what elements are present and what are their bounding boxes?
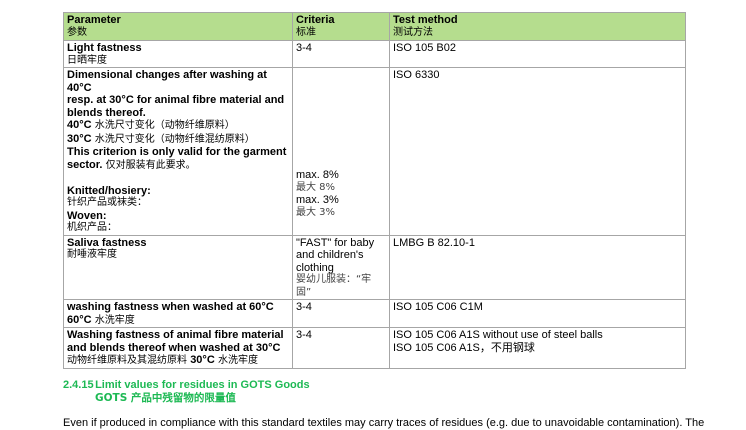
- zh-text: 水洗尺寸变化（动物纤维原料）: [91, 120, 235, 131]
- header-parameter: Parameter 参数: [63, 12, 293, 41]
- param-line: resp. at 30°C for animal fibre material …: [67, 94, 285, 106]
- header-zh: 标准: [296, 26, 316, 38]
- header-zh: 参数: [67, 26, 87, 38]
- criteria-table: Parameter 参数 Criteria 标准 Test method 测试方法 L…: [63, 12, 686, 369]
- criteria-line: max. 3%: [296, 194, 339, 206]
- temp: 40°C: [67, 119, 92, 131]
- section-number: 2.4.15: [63, 378, 94, 391]
- temp: 60°C: [67, 313, 92, 326]
- method-cell: LMBG B 82.10-1: [389, 234, 686, 300]
- table-row: Dimensional changes after washing at 40°…: [63, 67, 686, 236]
- section-title: Limit values for residues in GOTS Goods: [95, 378, 310, 391]
- param-zh-line: 40°C 水洗尺寸变化（动物纤维原料）: [67, 119, 289, 133]
- criteria-line: max. 8%: [296, 169, 339, 181]
- header-zh: 测试方法: [393, 26, 433, 38]
- table-row: Washing fastness of animal fibre materia…: [63, 327, 686, 369]
- param-zh: 动物纤维原料及其混纺原料: [67, 355, 191, 366]
- param-en: and blends thereof when washed at 30°C: [67, 341, 281, 354]
- parameter-cell: washing fastness when washed at 60°C 60°C…: [63, 299, 293, 328]
- parameter-cell: Washing fastness of animal fibre materia…: [63, 327, 293, 369]
- criteria-line: 婴幼儿服装：“牢: [296, 274, 372, 285]
- param-zh: 水洗牢度: [214, 355, 258, 366]
- method-cell: ISO 105 B02: [389, 40, 686, 68]
- criteria-cell: 3-4: [292, 40, 390, 68]
- knitted-label: Knitted/hosiery:: [67, 184, 151, 197]
- method-line: ISO 105 C06 A1S，不用钢球: [393, 341, 535, 354]
- temp: 30°C: [190, 354, 215, 366]
- param-en: Saliva fastness: [67, 236, 147, 249]
- zh-text: 水洗尺寸变化（动物纤维混纺原料）: [91, 133, 255, 145]
- header-en: Parameter: [67, 14, 121, 26]
- header-test-method: Test method 测试方法: [389, 12, 686, 41]
- method-cell: ISO 105 C06 A1S without use of steel bal…: [389, 327, 686, 369]
- param-zh: 耐唾液牢度: [67, 249, 117, 260]
- criteria-cell: "FAST" for baby and children's clothing …: [292, 234, 390, 300]
- param-line: Dimensional changes after washing at 40°…: [67, 69, 267, 94]
- param-zh: 水洗牢度: [91, 314, 135, 326]
- table-header-row: Parameter 参数 Criteria 标准 Test method 测试方法: [63, 12, 686, 41]
- param-en: Light fastness: [67, 42, 142, 54]
- note-line: This criterion is only valid for the gar…: [67, 146, 287, 158]
- param-line: blends thereof.: [67, 106, 146, 119]
- table-row: washing fastness when washed at 60°C 60°C…: [63, 299, 686, 328]
- criteria-line: clothing: [296, 261, 334, 274]
- param-zh: 日晒牢度: [67, 54, 107, 66]
- param-en: Washing fastness of animal fibre materia…: [67, 329, 284, 341]
- parameter-cell: Saliva fastness 耐唾液牢度: [63, 234, 293, 300]
- criteria-cell: max. 8% 最大 8% max. 3% 最大 3%: [292, 67, 390, 236]
- note-en: sector.: [67, 158, 103, 171]
- criteria-line: and children's: [296, 249, 364, 261]
- method-cell: ISO 105 C06 C1M: [389, 299, 686, 328]
- table-row: Saliva fastness 耐唾液牢度 "FAST" for baby and…: [63, 234, 686, 300]
- param-en: washing fastness when washed at 60°C: [67, 301, 274, 313]
- section-heading: 2.4.15 Limit values for residues in GOTS…: [63, 379, 746, 405]
- method-cell: ISO 6330: [389, 67, 686, 236]
- criteria-cell: 3-4: [292, 299, 390, 328]
- woven-label: Woven:: [67, 209, 107, 222]
- note-zh: 仅对服装有此要求。: [102, 159, 196, 171]
- header-criteria: Criteria 标准: [292, 12, 390, 41]
- section-title-zh: GOTS 产品中残留物的限量值: [95, 391, 236, 404]
- knitted-label-zh: 针织产品或袜类：: [67, 197, 147, 208]
- header-en: Criteria: [296, 14, 335, 26]
- param-zh-line: 30°C 水洗尺寸变化（动物纤维混纺原料）: [67, 133, 289, 147]
- criteria-line: 最大 8%: [296, 181, 336, 193]
- criteria-line: "FAST" for baby: [296, 236, 375, 249]
- method-line: ISO 105 C06 A1S without use of steel bal…: [393, 329, 603, 341]
- temp: 30°C: [67, 132, 92, 145]
- criteria-line: 固”: [296, 286, 312, 298]
- table-row: Light fastness 日晒牢度 3-4 ISO 105 B02: [63, 40, 686, 68]
- parameter-cell: Dimensional changes after washing at 40°…: [63, 67, 293, 236]
- note-line: sector. 仅对服装有此要求。: [67, 159, 289, 173]
- woven-label-zh: 机织产品：: [67, 222, 117, 233]
- body-paragraph: Even if produced in compliance with this…: [63, 416, 705, 429]
- header-en: Test method: [393, 14, 458, 26]
- criteria-cell: 3-4: [292, 327, 390, 369]
- parameter-cell: Light fastness 日晒牢度: [63, 40, 293, 68]
- criteria-line: 最大 3%: [296, 206, 336, 218]
